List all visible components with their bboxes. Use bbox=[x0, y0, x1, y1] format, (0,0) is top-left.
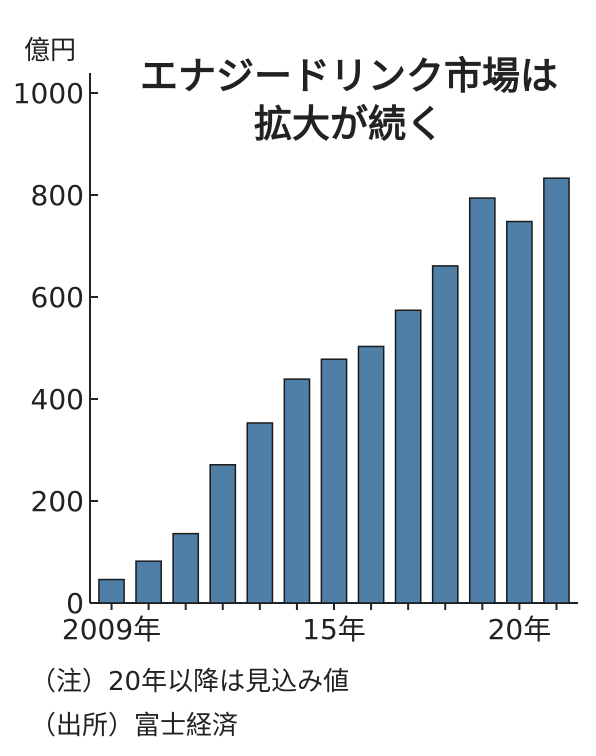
chart-title: エナジードリンク市場は 拡大が続く bbox=[134, 52, 564, 148]
y-tick-label: 400 bbox=[31, 383, 84, 416]
bar-2016 bbox=[357, 345, 385, 604]
bar-2015 bbox=[320, 358, 348, 604]
y-tick-label: 200 bbox=[31, 485, 84, 518]
chart-title-line-2: 拡大が続く bbox=[253, 102, 444, 146]
source-text: （出所）富士経済 bbox=[30, 711, 239, 741]
y-tick-label: 600 bbox=[31, 281, 84, 314]
y-axis-unit-label: 億円 bbox=[24, 36, 77, 66]
y-tick-label: 0 bbox=[66, 587, 84, 620]
x-tick-label: 15年 bbox=[302, 613, 366, 646]
bar-2019 bbox=[468, 197, 496, 604]
bar-2021 bbox=[543, 177, 570, 604]
bar-2013 bbox=[246, 422, 274, 604]
bar-2020 bbox=[506, 220, 533, 604]
x-tick-label: 2009年 bbox=[62, 613, 161, 646]
x-tick-label: 20年 bbox=[488, 613, 552, 646]
chart-title-line-1: エナジードリンク市場は bbox=[139, 54, 558, 98]
bar-2010 bbox=[135, 560, 162, 604]
bar-2017 bbox=[394, 309, 422, 604]
bar-2014 bbox=[283, 378, 311, 604]
bar-2018 bbox=[431, 265, 459, 604]
chart-notes: （注）20年以降は見込み値 （出所）富士経済 bbox=[30, 660, 349, 748]
bar-2011 bbox=[172, 532, 200, 604]
y-tick-label: 800 bbox=[31, 179, 84, 212]
note-text: （注）20年以降は見込み値 bbox=[30, 667, 350, 697]
bar-2009 bbox=[98, 578, 125, 604]
bar-2012 bbox=[209, 464, 237, 604]
y-tick-label: 1000 bbox=[13, 77, 84, 110]
